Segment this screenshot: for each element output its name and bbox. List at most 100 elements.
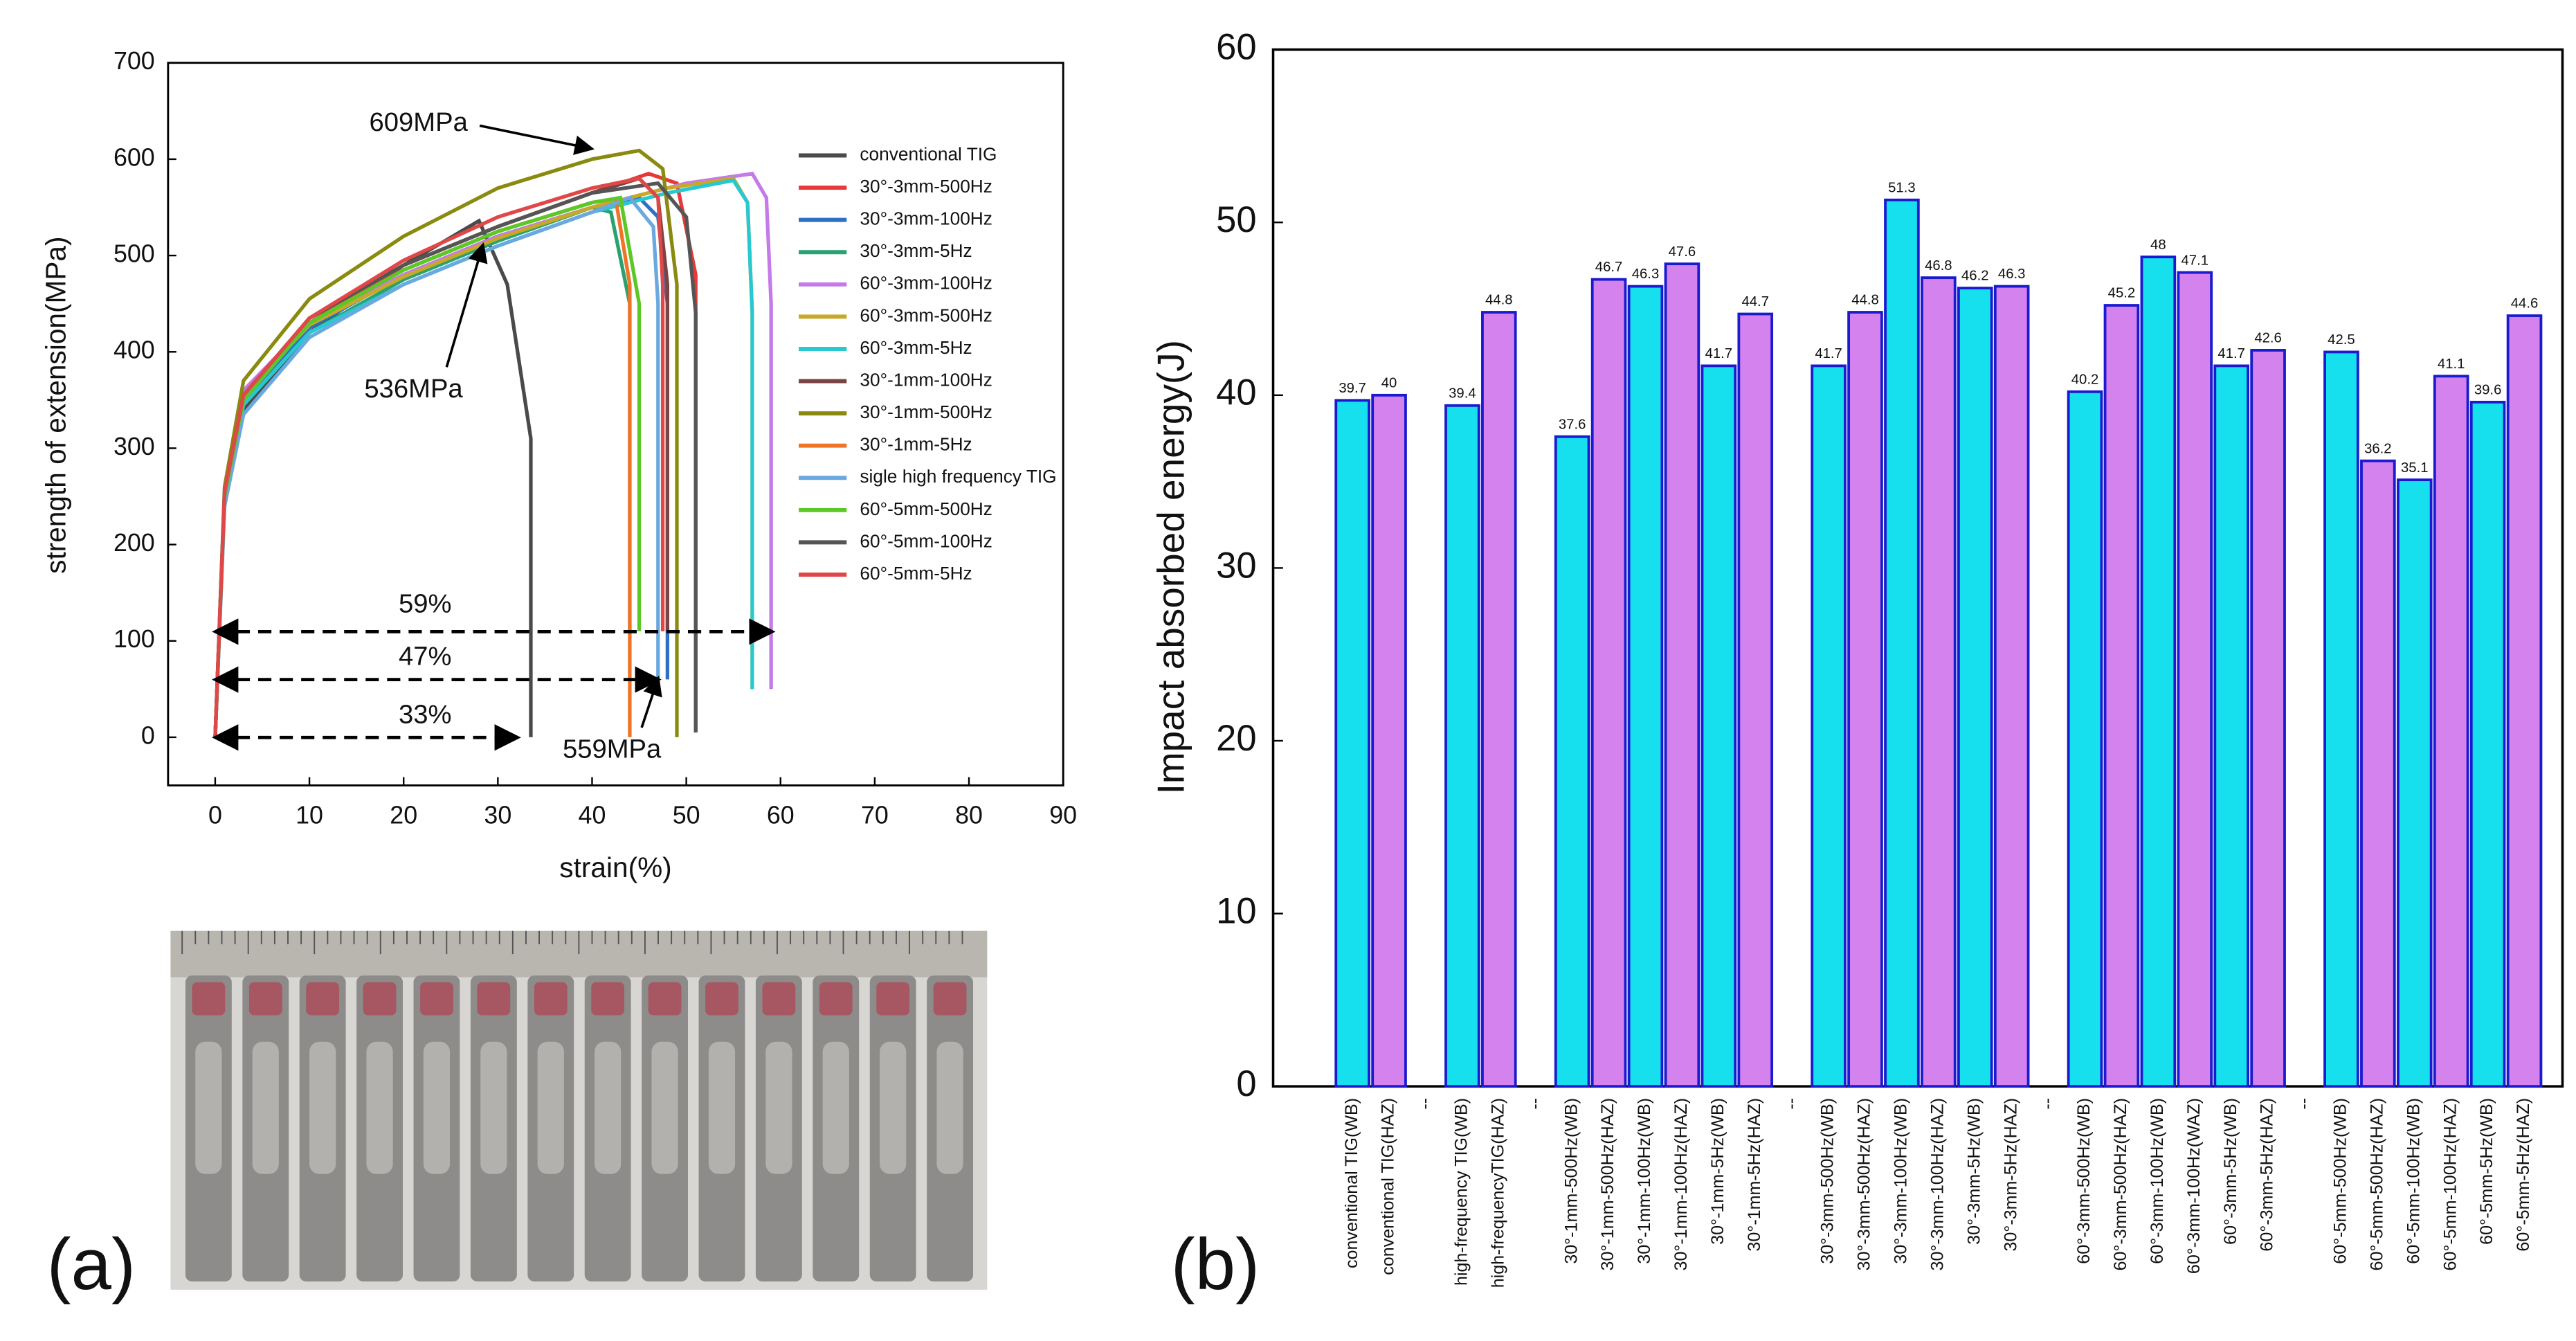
x-tick-label: conventional TIG(HAZ) — [1379, 1098, 1398, 1275]
specimen-neck — [651, 1041, 678, 1174]
value-label: 35.1 — [2401, 460, 2429, 476]
specimen-neck — [309, 1041, 336, 1174]
legend-label: 30°-1mm-5Hz — [860, 434, 972, 455]
x-tick-label: high-frequency TIG(WB) — [1452, 1098, 1471, 1286]
specimen-mark — [248, 982, 282, 1016]
legend-label: 60°-3mm-5Hz — [860, 337, 972, 358]
y-tick-label: 300 — [114, 433, 155, 460]
x-tick-label: 60°-3mm-100Hz(WB) — [2148, 1098, 2167, 1264]
value-label: 46.7 — [1595, 260, 1623, 275]
x-tick-label: 60°-3mm-5Hz(WB) — [2221, 1098, 2240, 1245]
bar — [1481, 311, 1517, 1088]
x-tick-label: 40 — [579, 801, 606, 829]
specimen-neck — [936, 1041, 963, 1174]
series-line — [213, 171, 773, 738]
series-line — [213, 178, 754, 738]
specimen-mark — [420, 982, 453, 1016]
specimen-mark — [192, 982, 226, 1016]
value-label: 47.1 — [2182, 253, 2209, 268]
legend-label: 30°-3mm-100Hz — [860, 208, 992, 229]
plot-frame — [167, 62, 1064, 786]
value-label: 48 — [2150, 237, 2166, 253]
x-tick-label: 30°-3mm-5Hz(HAZ) — [2001, 1098, 2020, 1252]
x-tick-label: 30°-1mm-5Hz(WB) — [1708, 1098, 1727, 1245]
value-label: 41.7 — [2217, 346, 2245, 361]
x-tick-label: 20 — [390, 801, 417, 829]
bar — [1444, 404, 1480, 1088]
specimen-mark — [477, 982, 511, 1016]
y-tick-label: 200 — [114, 529, 155, 557]
x-tick-label: 30°-1mm-500Hz(WB) — [1561, 1098, 1581, 1264]
value-label: 41.7 — [1705, 346, 1733, 361]
legend-label: conventional TIG — [860, 143, 997, 164]
x-axis-title: strain(%) — [559, 852, 671, 883]
x-tick-label: -- — [2038, 1098, 2057, 1110]
bar — [2103, 304, 2140, 1088]
x-tick-label: 30 — [484, 801, 511, 829]
legend-label: 60°-3mm-100Hz — [860, 273, 992, 294]
value-label: 41.1 — [2438, 357, 2465, 372]
bar — [1627, 285, 1664, 1088]
series-line — [213, 176, 665, 738]
value-label: 46.3 — [1998, 267, 2026, 282]
bar — [2323, 350, 2359, 1088]
x-tick-label: 60°-3mm-100Hz(WAZ) — [2184, 1098, 2204, 1274]
arrow — [445, 242, 488, 368]
y-tick-label: 40 — [1216, 372, 1256, 413]
y-tick-label: 50 — [1216, 199, 1256, 240]
bar — [2140, 255, 2177, 1088]
bar — [1590, 278, 1627, 1088]
specimen-neck — [822, 1041, 849, 1174]
specimen-mark — [363, 982, 397, 1016]
specimen-neck — [423, 1041, 451, 1174]
bar — [1737, 312, 1774, 1088]
value-label: 42.5 — [2328, 332, 2355, 348]
legend-label: 60°-3mm-500Hz — [860, 305, 992, 325]
bar — [1554, 435, 1590, 1088]
bar — [2177, 271, 2213, 1088]
specimen-neck — [765, 1041, 792, 1174]
specimen-neck — [595, 1041, 622, 1174]
y-axis-title: Impact absorbed energy(J) — [1150, 340, 1192, 794]
specimen-neck — [537, 1041, 564, 1174]
value-label: 46.2 — [1961, 269, 1989, 284]
y-tick-label: 100 — [114, 625, 155, 653]
panel-label: (a) — [47, 1224, 136, 1305]
annotations: 609MPa 536MPa 59% 47% 33% 559MPa — [212, 107, 776, 764]
y-tick-label: 400 — [114, 336, 155, 364]
x-tick-label: -- — [1415, 1098, 1435, 1110]
specimen-neck — [366, 1041, 393, 1174]
specimen-mark — [534, 982, 568, 1016]
y-tick-label: 30 — [1216, 545, 1256, 586]
y-axis-title: strength of extension(MPa) — [40, 236, 72, 573]
bar — [1700, 364, 1737, 1088]
bar — [2506, 314, 2543, 1088]
bar — [2433, 375, 2469, 1088]
x-tick-label: 50 — [673, 801, 700, 829]
annotation: 47% — [399, 642, 451, 672]
value-label: 36.2 — [2364, 441, 2392, 456]
y-tick-label: 500 — [114, 240, 155, 268]
x-tick-label: 30°-3mm-100Hz(WB) — [1892, 1098, 1911, 1264]
y-tick-label: 0 — [141, 721, 155, 749]
y-tick-label: 600 — [114, 143, 155, 171]
specimen-mark — [819, 982, 853, 1016]
x-tick-label: -- — [2294, 1098, 2314, 1110]
specimen-neck — [880, 1041, 907, 1174]
legend-label: sigle high frequency TIG — [860, 466, 1056, 487]
value-label: 37.6 — [1559, 417, 1586, 432]
value-label: 51.3 — [1888, 180, 1916, 195]
x-tick-label: -- — [1525, 1098, 1544, 1110]
annotation: 559MPa — [563, 734, 662, 764]
legend-label: 30°-1mm-100Hz — [860, 369, 992, 390]
specimen-mark — [648, 982, 682, 1016]
annotation: 33% — [399, 699, 451, 729]
annotation: 59% — [399, 588, 451, 618]
x-tick-label: 60°-3mm-500Hz(WB) — [2074, 1098, 2094, 1264]
series-line — [213, 195, 660, 738]
value-label: 41.7 — [1815, 346, 1842, 361]
x-tick-label: 30°-3mm-500Hz(HAZ) — [1855, 1098, 1874, 1271]
specimen-mark — [933, 982, 967, 1016]
specimen-neck — [480, 1041, 507, 1174]
